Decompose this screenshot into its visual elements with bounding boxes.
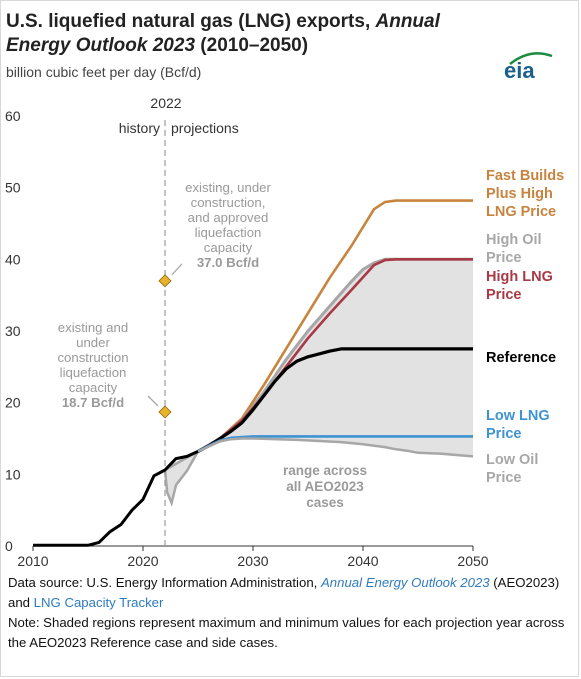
series-label: High LNG <box>486 269 553 285</box>
x-tick-label: 2040 <box>347 553 378 569</box>
series-label: High Oil <box>486 232 542 248</box>
source-line: Data source: U.S. Energy Information Adm… <box>8 573 568 613</box>
capacity-annotation-line: construction <box>57 350 128 365</box>
capacity-annotation-line: and approved <box>188 210 269 225</box>
capacity-annotation-line: construction, <box>191 195 266 210</box>
chart-title: U.S. liquefied natural gas (LNG) exports… <box>6 10 476 58</box>
y-tick-label: 50 <box>5 180 21 196</box>
capacity-annotation-line: under <box>76 335 110 350</box>
series-line-reference <box>197 347 473 453</box>
annotation-leader <box>147 395 159 407</box>
title-part1: U.S. liquefied natural gas (LNG) exports… <box>6 11 376 32</box>
series-label: Low Oil <box>486 452 538 468</box>
capacity-value: 37.0 Bcf/d <box>197 255 259 270</box>
source-mid: (AEO2023) and <box>8 575 560 610</box>
x-tick-label: 2010 <box>17 553 48 569</box>
note-line: Note: Shaded regions represent maximum a… <box>8 615 565 650</box>
source-prefix: Data source: U.S. Energy Information Adm… <box>8 575 321 590</box>
y-tick-label: 0 <box>5 538 13 554</box>
series-label: Plus High <box>486 186 553 202</box>
series-label: Low LNG <box>486 408 550 424</box>
capacity-annotation-line: liquefaction <box>60 365 127 380</box>
eia-logo: eia <box>504 52 553 83</box>
annotation-leader <box>171 263 183 276</box>
history-line <box>33 450 199 547</box>
capacity-annotation-line: existing, under <box>185 180 271 195</box>
capacity-value: 18.7 Bcf/d <box>62 395 124 410</box>
y-tick-label: 30 <box>5 323 21 339</box>
series-label: Price <box>486 470 521 486</box>
logo-text: eia <box>504 58 535 83</box>
chart-notes: Data source: U.S. Energy Information Adm… <box>8 573 568 653</box>
x-tick-label: 2020 <box>127 553 158 569</box>
capacity-annotation-line: liquefaction <box>195 225 262 240</box>
title-part2: (2010–2050) <box>195 35 309 56</box>
range-label: range across <box>283 463 367 478</box>
series-label: LNG Price <box>486 204 556 220</box>
capacity-marker <box>158 405 172 419</box>
capacity-annotation-line: existing and <box>58 320 128 335</box>
capacity-annotation-line: capacity <box>69 380 118 395</box>
logo-swoosh <box>509 52 553 65</box>
series-label: Price <box>486 250 521 266</box>
y-tick-label: 40 <box>5 251 21 267</box>
x-tick-label: 2050 <box>457 553 488 569</box>
range-band <box>198 259 473 457</box>
range-label: all AEO2023 <box>286 479 364 494</box>
chart-subtitle: billion cubic feet per day (Bcf/d) <box>6 64 202 80</box>
series-line-low-oil-price <box>197 437 474 458</box>
capacity-marker <box>158 274 172 288</box>
y-tick-label: 20 <box>5 395 21 411</box>
title-italic: Annual Energy Outlook 2023 <box>6 11 440 56</box>
y-tick-label: 10 <box>5 466 21 482</box>
divider-year-label: 2022 <box>150 95 181 111</box>
series-label: Reference <box>486 350 556 366</box>
range-label: cases <box>306 495 344 510</box>
series-label: Fast Builds <box>486 168 564 184</box>
series-label: Price <box>486 426 521 442</box>
series-label: Price <box>486 287 521 303</box>
x-tick-label: 2030 <box>237 553 268 569</box>
projections-label: projections <box>171 120 239 136</box>
history-label: history <box>119 120 160 136</box>
capacity-tracker-link[interactable]: LNG Capacity Tracker <box>33 595 164 610</box>
aeo-link[interactable]: Annual Energy Outlook 2023 <box>320 575 490 590</box>
y-tick-label: 60 <box>5 108 21 124</box>
capacity-annotation-line: capacity <box>204 240 253 255</box>
